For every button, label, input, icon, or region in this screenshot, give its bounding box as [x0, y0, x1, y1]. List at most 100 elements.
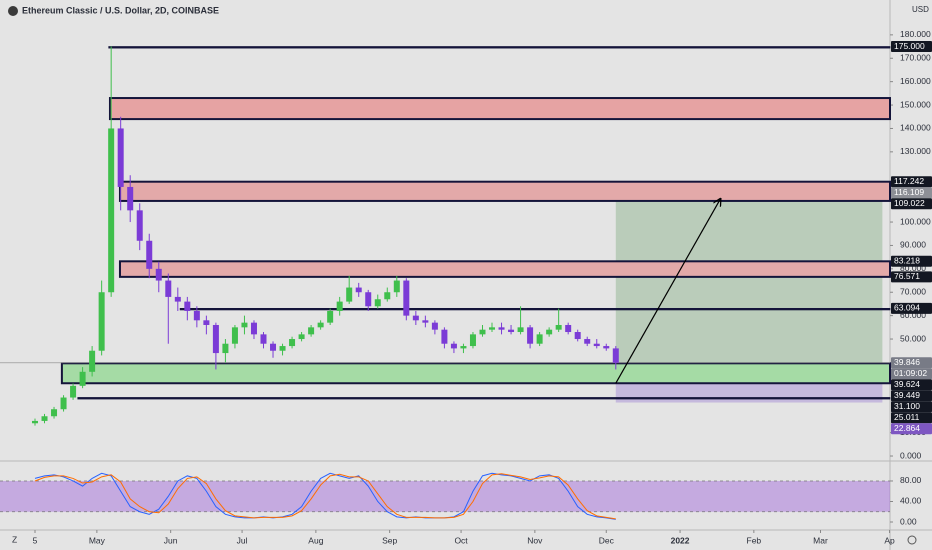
candle-body	[374, 299, 381, 307]
candle-body	[327, 310, 334, 323]
x-tick-label: Jun	[164, 535, 178, 545]
zone	[118, 260, 892, 278]
candle-body	[98, 292, 105, 351]
candle-body	[79, 371, 86, 386]
candle-body	[155, 268, 162, 281]
candle-body	[508, 329, 515, 333]
price-tag-label: 22.864	[894, 423, 920, 433]
y-tick-label: 90.000	[900, 240, 926, 250]
position-loss	[615, 383, 883, 403]
y-tick-label: 50.000	[900, 333, 926, 343]
candle-body	[384, 292, 391, 300]
chart-title: Ethereum Classic / U.S. Dollar, 2D, COIN…	[22, 5, 219, 15]
candle-body	[527, 327, 534, 344]
price-tag	[891, 187, 932, 199]
corner-label: Z	[12, 534, 17, 544]
y-tick-label: 180.000	[900, 29, 931, 39]
candle-body	[403, 280, 410, 316]
candle-body	[260, 334, 267, 344]
symbol-icon	[8, 6, 18, 16]
price-tag	[891, 368, 932, 380]
candle-body	[317, 322, 324, 328]
price-tag-label: 175.000	[894, 41, 925, 51]
candle-body	[498, 327, 505, 330]
candle-body	[250, 322, 257, 335]
price-tag-label: 76.571	[894, 271, 920, 281]
candle-body	[212, 324, 219, 354]
candle-body	[203, 320, 210, 325]
candle-body	[174, 296, 181, 302]
candle-body	[393, 280, 400, 293]
price-tag	[891, 390, 932, 402]
candle-body	[365, 292, 372, 307]
stoch-tick-label: 40.00	[900, 496, 922, 506]
price-tag-label: 31.100	[894, 401, 920, 411]
candle-body	[565, 324, 572, 333]
candle-body	[136, 210, 143, 241]
x-tick-label: 5	[33, 535, 38, 545]
price-tag	[891, 271, 932, 283]
zone	[108, 97, 891, 121]
stoch-tick-label: 80.00	[900, 475, 922, 485]
candle-body	[108, 128, 115, 293]
price-tag	[891, 379, 932, 391]
price-tag-label: 39.846	[894, 357, 920, 367]
stoch-tick-label: 0.00	[900, 516, 917, 526]
price-tag	[891, 198, 932, 210]
candle-body	[127, 186, 134, 211]
candle-body	[308, 327, 315, 335]
price-tag-label: 01:09:02	[894, 368, 927, 378]
zone	[179, 307, 891, 311]
settings-icon[interactable]	[907, 535, 917, 545]
candle-body	[517, 327, 524, 333]
y-tick-label: 170.000	[900, 53, 931, 63]
candle-body	[231, 327, 238, 344]
zone	[108, 46, 891, 49]
title-bg	[2, 3, 232, 19]
candle-body	[574, 332, 581, 340]
candle-body	[441, 329, 448, 344]
x-tick-label: May	[89, 535, 106, 545]
candle-body	[298, 334, 305, 340]
zone	[60, 362, 892, 385]
x-tick-label: 2022	[671, 535, 690, 545]
candle-body	[555, 324, 562, 330]
candle-body	[60, 397, 67, 410]
stoch-line	[34, 473, 616, 520]
price-tag-label: 39.449	[894, 390, 920, 400]
y-tick-label: 130.000	[900, 146, 931, 156]
candle-body	[431, 322, 438, 330]
candle-body	[489, 327, 496, 330]
x-tick-label: Mar	[813, 535, 828, 545]
candle-body	[184, 301, 191, 311]
y-tick-label: 140.000	[900, 123, 931, 133]
price-tag	[891, 176, 932, 188]
arrow	[615, 199, 721, 384]
candle-body	[146, 240, 153, 269]
candle-body	[31, 420, 38, 424]
stoch-line	[34, 472, 616, 520]
price-tag	[891, 412, 932, 424]
x-tick-label: Jul	[237, 535, 248, 545]
zone	[118, 180, 892, 202]
candle-body	[165, 280, 172, 297]
candle-body	[117, 128, 124, 187]
x-tick-label: Nov	[527, 535, 543, 545]
stoch-band	[0, 480, 890, 512]
price-tag	[891, 423, 932, 435]
y-tick-label: 160.000	[900, 76, 931, 86]
y-tick-label: 70.000	[900, 286, 926, 296]
candle-body	[603, 346, 610, 349]
x-tick-label: Ap	[884, 535, 895, 545]
candle-body	[51, 409, 58, 417]
candle-body	[222, 343, 229, 354]
candle-body	[193, 310, 200, 321]
candle-body	[593, 343, 600, 347]
x-tick-label: Oct	[454, 535, 468, 545]
candle-body	[469, 334, 476, 347]
y-tick-label: 150.000	[900, 99, 931, 109]
candle-body	[536, 334, 543, 344]
candle-body	[450, 343, 457, 349]
x-tick-label: Aug	[308, 535, 323, 545]
